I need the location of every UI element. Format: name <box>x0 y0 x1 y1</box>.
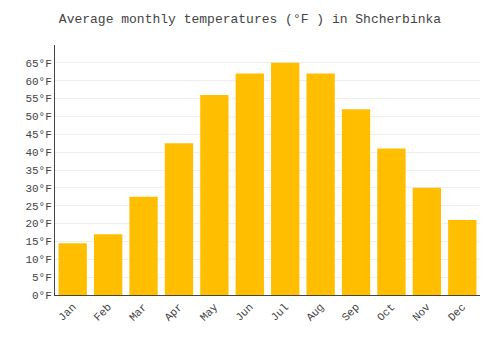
svg-text:5°F: 5°F <box>32 272 52 284</box>
svg-text:Mar: Mar <box>127 301 149 323</box>
svg-text:15°F: 15°F <box>25 236 51 248</box>
svg-text:Jul: Jul <box>269 301 291 323</box>
svg-text:Aug: Aug <box>304 301 326 323</box>
svg-text:35°F: 35°F <box>25 165 51 177</box>
svg-text:10°F: 10°F <box>25 254 51 266</box>
svg-text:20°F: 20°F <box>25 218 51 230</box>
svg-text:45°F: 45°F <box>25 129 51 141</box>
svg-text:30°F: 30°F <box>25 183 51 195</box>
svg-text:Average monthly temperatures (: Average monthly temperatures (°F ) in Sh… <box>59 12 441 27</box>
svg-text:Oct: Oct <box>375 301 397 323</box>
svg-text:Jun: Jun <box>233 301 255 323</box>
svg-text:50°F: 50°F <box>25 111 51 123</box>
svg-text:May: May <box>198 301 221 324</box>
svg-text:65°F: 65°F <box>25 58 51 70</box>
svg-text:Sep: Sep <box>340 301 362 323</box>
svg-text:Feb: Feb <box>92 301 114 323</box>
svg-text:0°F: 0°F <box>32 290 52 302</box>
svg-text:60°F: 60°F <box>25 76 51 88</box>
svg-text:25°F: 25°F <box>25 201 51 213</box>
svg-text:Jan: Jan <box>56 301 78 323</box>
svg-text:40°F: 40°F <box>25 147 51 159</box>
svg-text:55°F: 55°F <box>25 93 51 105</box>
svg-text:Nov: Nov <box>410 301 433 324</box>
svg-text:Apr: Apr <box>162 301 184 323</box>
svg-text:Dec: Dec <box>446 301 468 323</box>
